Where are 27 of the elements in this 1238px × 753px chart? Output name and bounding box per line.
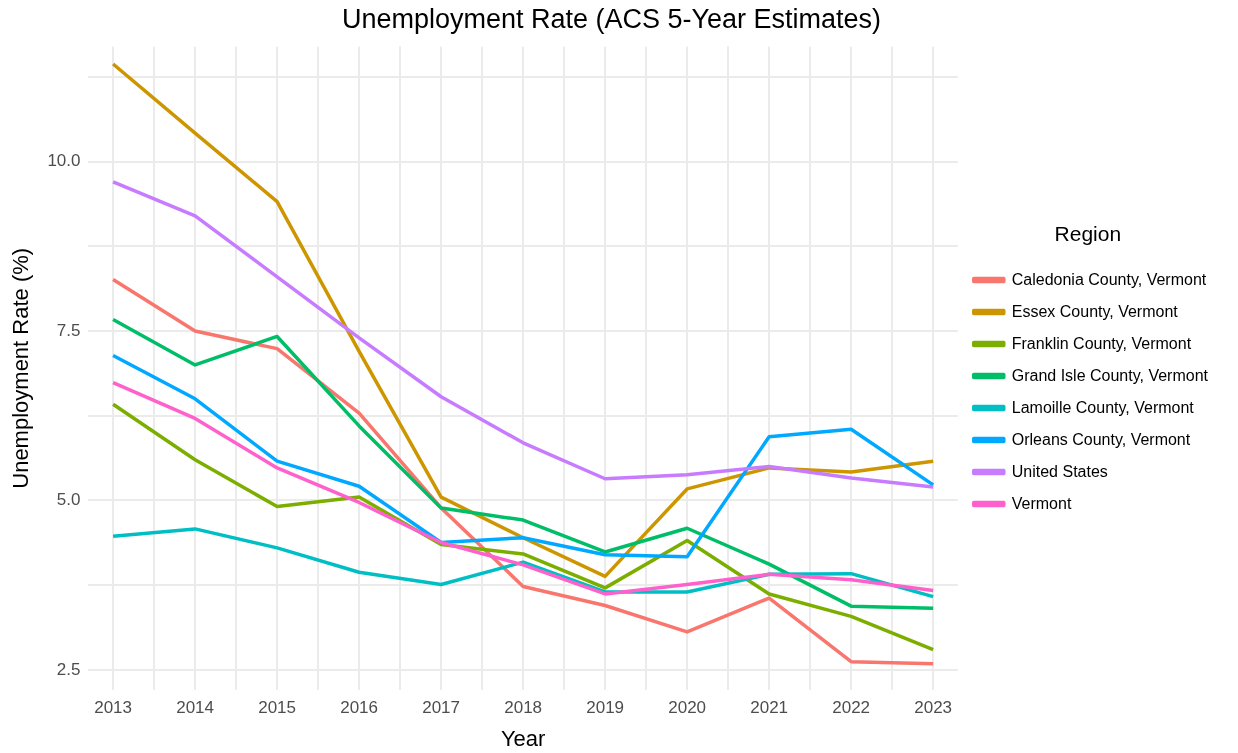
x-tick-label: 2019 (586, 698, 625, 718)
x-tick-label: 2018 (504, 698, 543, 718)
x-tick-label: 2022 (832, 698, 871, 718)
legend-label: Vermont (1011, 494, 1072, 512)
legend-label: Lamoille County, Vermont (1011, 398, 1195, 416)
x-tick-label: 2016 (340, 698, 379, 718)
y-tick-label: 10.0 (47, 151, 81, 171)
legend-label: Orleans County, Vermont (1011, 430, 1191, 448)
x-tick-label: 2020 (668, 698, 707, 718)
y-axis-title: Unemployment Rate (%) (8, 247, 34, 489)
chart-title: Unemployment Rate (ACS 5-Year Estimates) (341, 3, 882, 34)
legend-label: Grand Isle County, Vermont (1011, 366, 1209, 384)
x-tick-label: 2013 (94, 698, 132, 718)
x-tick-label: 2017 (422, 698, 461, 718)
x-axis-title: Year (500, 725, 546, 751)
legend-label: Franklin County, Vermont (1011, 334, 1192, 352)
x-tick-label: 2014 (176, 698, 215, 718)
y-tick-label: 7.5 (56, 320, 81, 340)
x-tick-label: 2015 (258, 698, 297, 718)
legend-label: Essex County, Vermont (1011, 302, 1179, 320)
y-tick-label: 2.5 (56, 659, 81, 679)
y-tick-label: 5.0 (56, 490, 81, 510)
x-tick-label: 2023 (914, 698, 953, 718)
legend-label: Caledonia County, Vermont (1011, 270, 1207, 288)
legend-label: United States (1011, 462, 1108, 480)
legend-title: Region (1054, 222, 1122, 246)
x-tick-label: 2021 (750, 698, 789, 718)
